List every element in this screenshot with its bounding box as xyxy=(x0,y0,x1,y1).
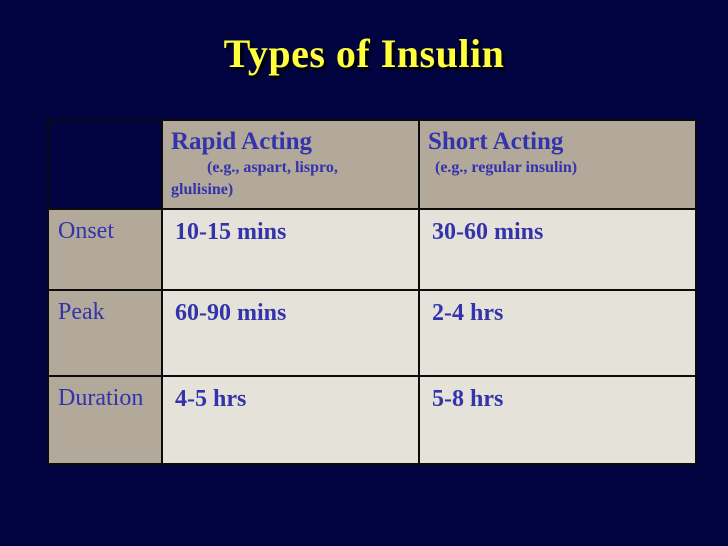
insulin-comparison-table: Rapid Acting (e.g., aspart, lispro, glul… xyxy=(47,119,697,465)
rapid-acting-subtext-line2: glulisine) xyxy=(171,181,234,199)
slide-title: Types of Insulin xyxy=(223,31,505,76)
row-label-peak: Peak xyxy=(47,289,163,377)
table-row-onset: Onset 10-15 mins 30-60 mins xyxy=(47,208,697,291)
header-cell-short-acting: Short Acting (e.g., regular insulin) xyxy=(418,119,697,210)
header-cell-rapid-acting: Rapid Acting (e.g., aspart, lispro, glul… xyxy=(161,119,420,210)
cell-onset-rapid: 10-15 mins xyxy=(161,208,420,291)
cell-peak-rapid: 60-90 mins xyxy=(161,289,420,377)
cell-duration-rapid: 4-5 hrs xyxy=(161,375,420,465)
short-acting-heading: Short Acting xyxy=(428,128,564,155)
rapid-acting-subtext-line1: (e.g., aspart, lispro, xyxy=(207,159,338,176)
row-label-onset: Onset xyxy=(47,208,163,291)
short-acting-subtext-line1: (e.g., regular insulin) xyxy=(435,159,578,176)
cell-duration-short: 5-8 hrs xyxy=(418,375,697,465)
table-row-duration: Duration 4-5 hrs 5-8 hrs xyxy=(47,375,697,465)
row-label-duration: Duration xyxy=(47,375,163,465)
table-row-peak: Peak 60-90 mins 2-4 hrs xyxy=(47,289,697,377)
cell-peak-short: 2-4 hrs xyxy=(418,289,697,377)
empty-corner-cell xyxy=(47,119,163,210)
rapid-acting-heading: Rapid Acting xyxy=(171,128,313,155)
cell-onset-short: 30-60 mins xyxy=(418,208,697,291)
table-header-row: Rapid Acting (e.g., aspart, lispro, glul… xyxy=(47,119,697,210)
